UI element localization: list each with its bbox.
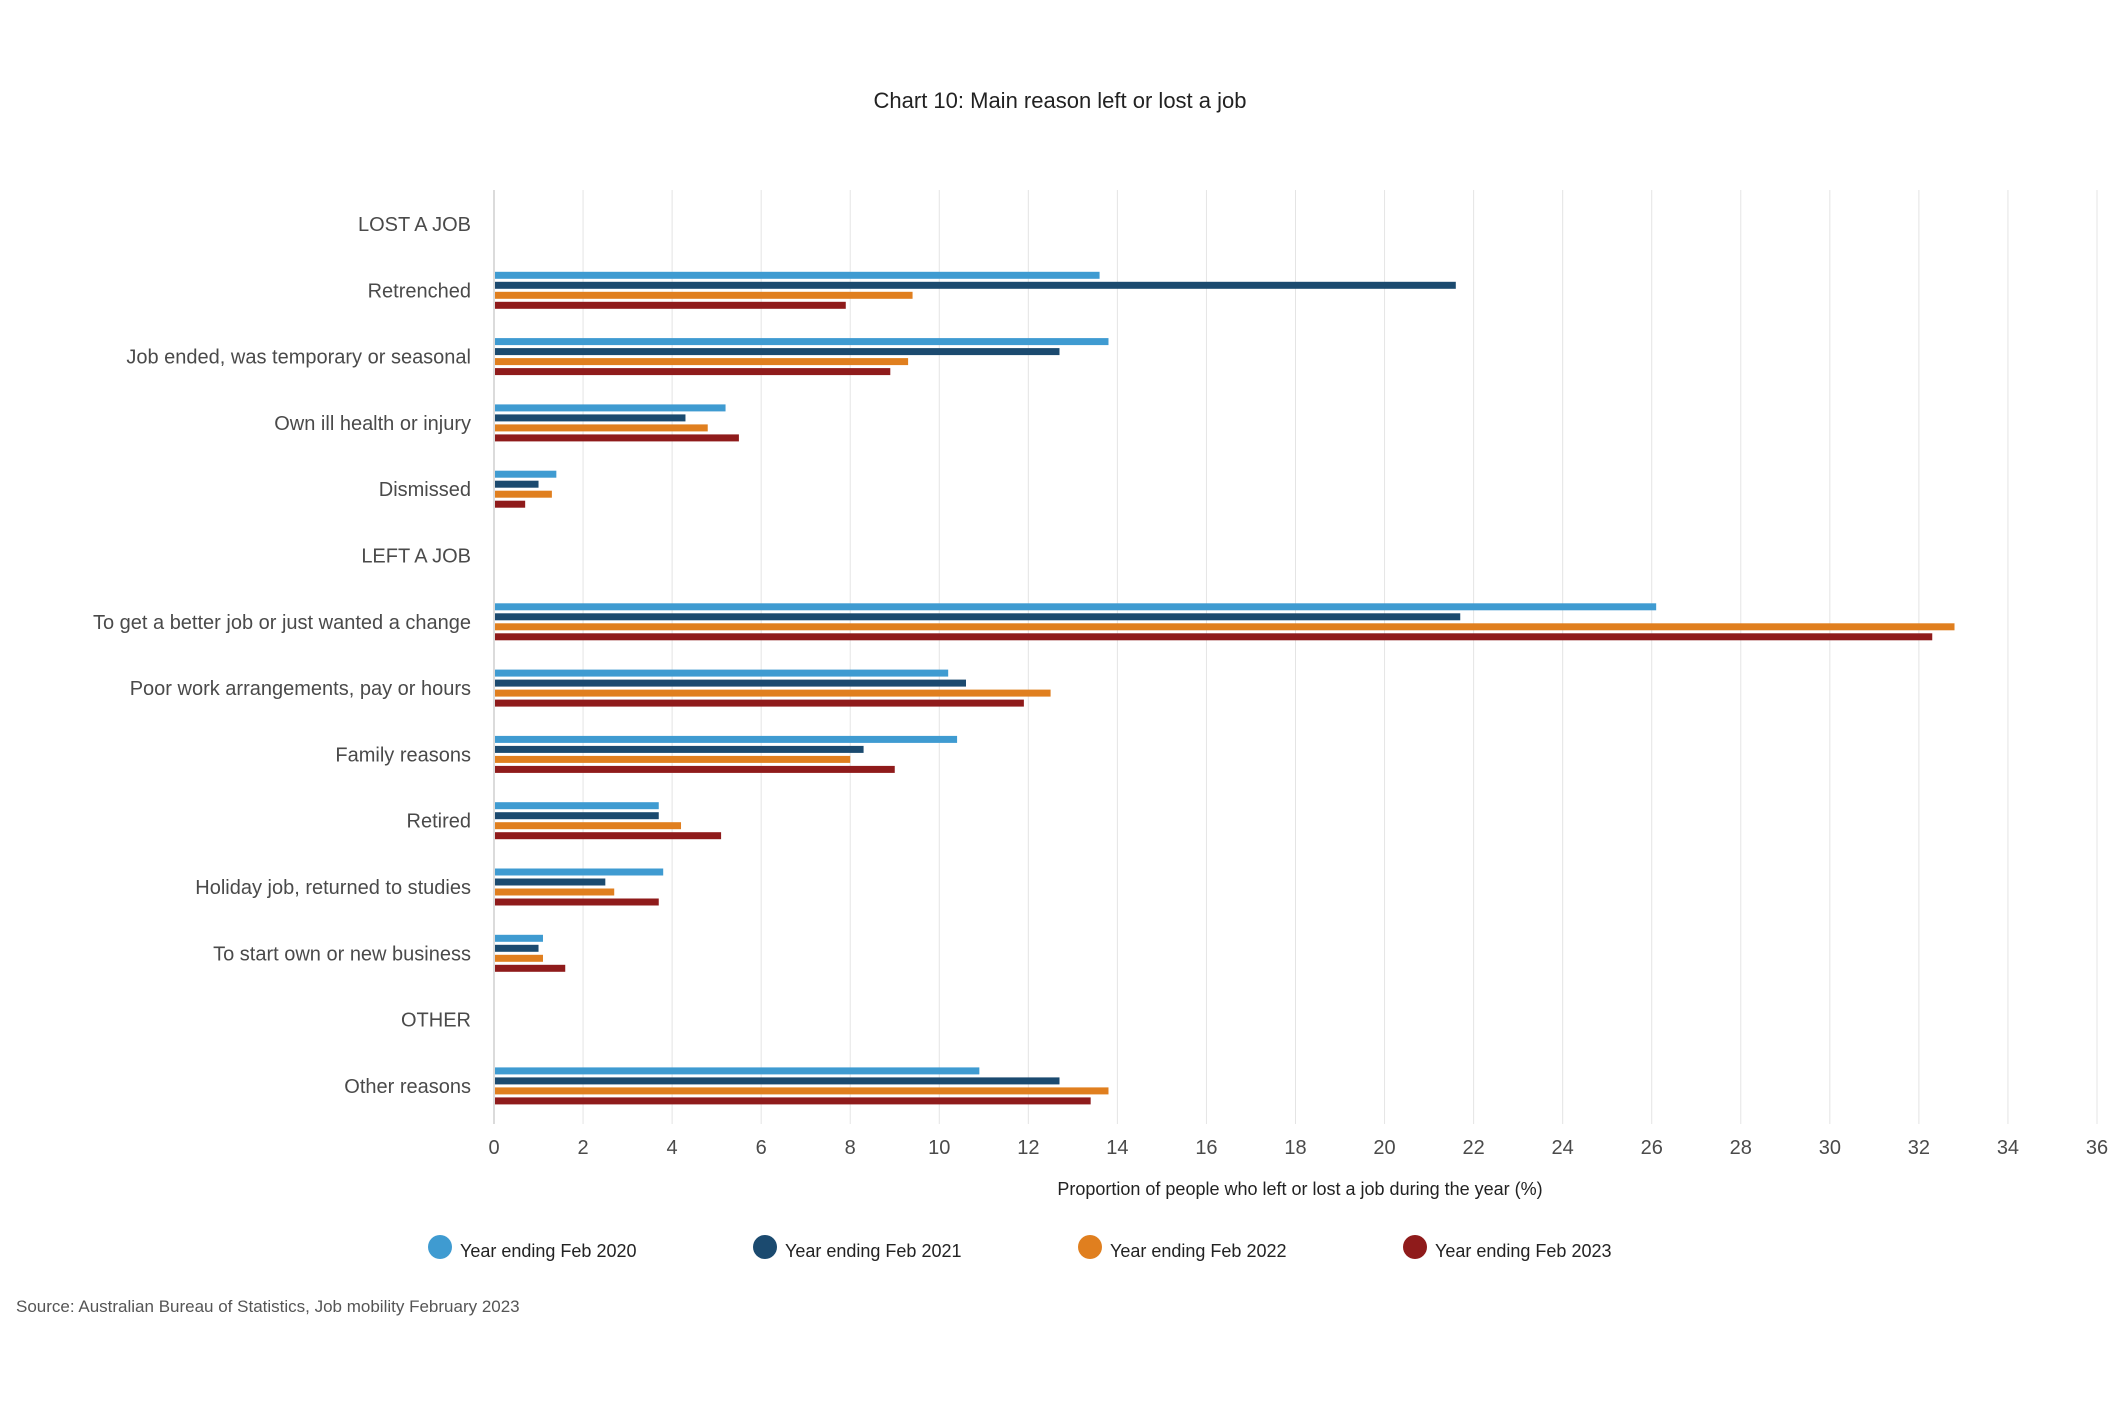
bar	[495, 735, 958, 743]
legend-swatch	[1403, 1235, 1427, 1259]
x-tick-label: 36	[2086, 1137, 2108, 1159]
x-axis-ticks: 0 2 4 6 8 10 12 14 16 18 20 22 24 26 28 30 32 34 36	[488, 1137, 2108, 1159]
bar	[495, 878, 606, 886]
x-tick-label: 24	[1552, 1137, 1574, 1159]
bar	[495, 954, 543, 962]
bar	[495, 964, 566, 972]
bars	[495, 271, 1955, 1105]
bar	[495, 832, 722, 840]
bar	[495, 291, 913, 299]
x-tick-label: 22	[1462, 1137, 1484, 1159]
legend-label: Year ending Feb 2022	[1110, 1241, 1286, 1261]
bar	[495, 414, 686, 422]
grid	[493, 190, 2098, 1124]
category-label: Dismissed	[379, 479, 471, 501]
legend-label: Year ending Feb 2021	[785, 1241, 961, 1261]
bar	[495, 404, 726, 412]
category-label: Retrenched	[368, 280, 471, 302]
legend-label: Year ending Feb 2023	[1435, 1241, 1611, 1261]
legend-label: Year ending Feb 2020	[460, 1241, 636, 1261]
x-tick-label: 6	[756, 1137, 767, 1159]
x-tick-label: 4	[667, 1137, 678, 1159]
category-label: To get a better job or just wanted a cha…	[93, 612, 471, 634]
category-label: Job ended, was temporary or seasonal	[126, 347, 471, 369]
bar	[495, 812, 659, 820]
bar	[495, 1097, 1091, 1105]
category-label: OTHER	[401, 1010, 471, 1032]
x-tick-label: 28	[1730, 1137, 1752, 1159]
x-tick-label: 18	[1284, 1137, 1306, 1159]
bar	[495, 755, 851, 763]
bar	[495, 490, 552, 498]
x-tick-label: 2	[577, 1137, 588, 1159]
bar	[495, 434, 739, 442]
bar	[495, 934, 543, 942]
bar	[495, 281, 1456, 289]
legend-swatch	[753, 1235, 777, 1259]
x-tick-label: 16	[1195, 1137, 1217, 1159]
bar	[495, 898, 659, 906]
x-tick-label: 32	[1908, 1137, 1930, 1159]
category-label: Poor work arrangements, pay or hours	[130, 678, 471, 700]
bar	[495, 271, 1100, 279]
legend-swatch	[428, 1235, 452, 1259]
chart-title: Chart 10: Main reason left or lost a job	[874, 88, 1247, 113]
category-label: Holiday job, returned to studies	[195, 877, 471, 899]
bar	[495, 470, 557, 478]
bar	[495, 368, 891, 376]
category-label: Own ill health or injury	[274, 413, 471, 435]
bar	[495, 765, 895, 773]
bar	[495, 888, 615, 896]
bar	[495, 1067, 980, 1075]
x-tick-label: 12	[1017, 1137, 1039, 1159]
category-label: LOST A JOB	[358, 214, 471, 236]
x-tick-label: 26	[1641, 1137, 1663, 1159]
bar	[495, 1087, 1109, 1095]
bar	[495, 1077, 1060, 1085]
bar	[495, 500, 526, 508]
bar	[495, 348, 1060, 356]
x-tick-label: 34	[1997, 1137, 2019, 1159]
x-tick-label: 14	[1106, 1137, 1128, 1159]
source-note: Source: Australian Bureau of Statistics,…	[16, 1297, 520, 1316]
x-axis-title: Proportion of people who left or lost a …	[1057, 1179, 1542, 1199]
bar	[495, 338, 1109, 346]
bar	[495, 868, 664, 876]
x-tick-label: 20	[1373, 1137, 1395, 1159]
x-tick-label: 30	[1819, 1137, 1841, 1159]
category-label: LEFT A JOB	[361, 546, 471, 568]
legend: Year ending Feb 2020 Year ending Feb 2021…	[428, 1235, 1611, 1261]
category-label: Other reasons	[344, 1076, 471, 1098]
category-label: Family reasons	[335, 744, 471, 766]
bar	[495, 802, 659, 810]
x-tick-label: 10	[928, 1137, 950, 1159]
bar	[495, 822, 682, 830]
bar	[495, 424, 708, 432]
bar	[495, 669, 949, 677]
bar	[495, 480, 539, 488]
bar	[495, 689, 1051, 697]
bar	[495, 944, 539, 952]
category-label: Retired	[407, 811, 471, 833]
category-label: To start own or new business	[213, 943, 471, 965]
bar	[495, 603, 1657, 611]
bar	[495, 358, 909, 366]
bar	[495, 623, 1955, 631]
x-tick-label: 8	[845, 1137, 856, 1159]
x-tick-label: 0	[488, 1137, 499, 1159]
bar	[495, 633, 1933, 641]
bar	[495, 679, 966, 687]
bar	[495, 745, 864, 753]
bar	[495, 613, 1461, 621]
legend-swatch	[1078, 1235, 1102, 1259]
bar	[495, 301, 846, 309]
bar	[495, 699, 1024, 707]
category-labels: LOST A JOB Retrenched Job ended, was tempo…	[93, 214, 471, 1098]
